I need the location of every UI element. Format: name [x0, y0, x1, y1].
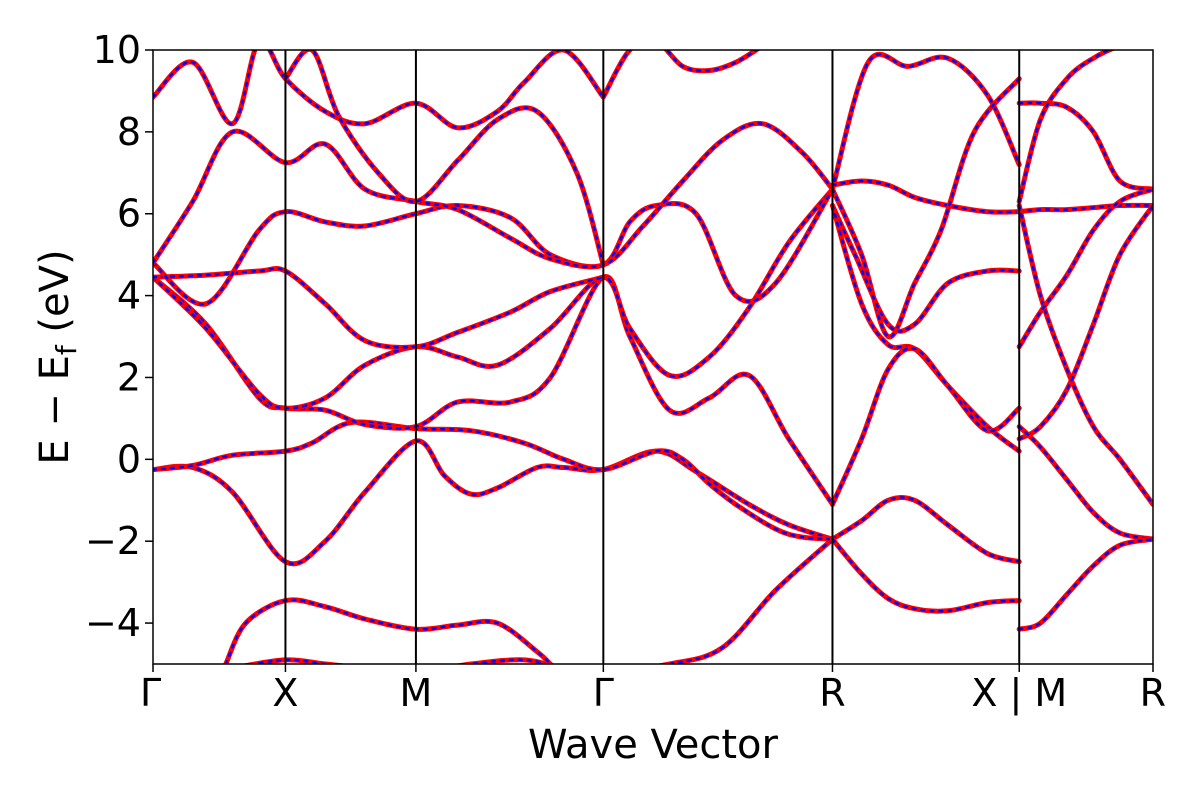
x-axis-ticks: Γ X M Γ R X | M R [140, 664, 1166, 716]
band-line-dashed-21 [1017, 204, 1153, 213]
band-line-dashed-1 [224, 598, 552, 664]
x-tick-label-5: X | M [971, 671, 1067, 716]
band-line-dashed-11 [602, 50, 759, 99]
band-line-dashed-7 [153, 187, 834, 306]
y-axis-label: E − Ef (eV) [32, 249, 83, 464]
band-line-dashed-12 [831, 53, 1021, 191]
band-line-dashed-25 [1017, 425, 1153, 541]
y-axis-label-subscript: f [50, 344, 83, 355]
band-line-dashed-16 [831, 204, 1021, 453]
x-tick-label-2: M [400, 671, 433, 715]
band-line-dashed-15 [831, 204, 1021, 333]
band-line-17 [830, 494, 1022, 565]
x-tick-label-4: R [819, 671, 845, 715]
band-line-dashed-5 [153, 187, 834, 410]
band-line-dashed-23 [1017, 187, 1153, 349]
band-line-dashed-19 [831, 347, 1021, 506]
y-axis-ticks: −4 −2 0 2 4 6 8 10 [85, 28, 153, 645]
band-line-dashed-26 [1017, 537, 1153, 631]
bands-layer [153, 50, 1153, 664]
high-symmetry-lines [284, 50, 1021, 664]
band-line-dashed-18 [831, 537, 1021, 613]
band-line-dashed-3 [153, 420, 834, 541]
band-line-dashed-6 [153, 267, 605, 349]
band-line-dashed-13 [831, 179, 1021, 214]
y-tick-label-7: 10 [93, 28, 141, 72]
band-line-dashed-22 [1017, 204, 1153, 506]
band-line-dashed-20 [1017, 101, 1153, 191]
y-axis-label-unit: (eV) [32, 249, 78, 345]
y-tick-label-6: 8 [117, 110, 141, 154]
y-tick-label-1: −2 [85, 519, 141, 563]
band-line-dashed-10 [284, 50, 605, 267]
band-line-dashed-24 [1017, 204, 1153, 441]
y-tick-label-0: −4 [85, 601, 141, 645]
y-tick-label-5: 6 [117, 192, 141, 236]
x-tick-label-6: R [1140, 671, 1166, 715]
band-line-dashed-14 [831, 77, 1021, 338]
x-tick-label-0: Γ [140, 671, 161, 715]
y-tick-label-4: 4 [117, 274, 141, 318]
y-axis-label-main: E − E [32, 355, 78, 465]
band-line-dashed-8 [153, 122, 834, 269]
y-tick-label-2: 0 [117, 437, 141, 481]
x-tick-label-1: X [272, 671, 298, 715]
plot-frame [152, 49, 1154, 665]
y-tick-label-3: 2 [117, 355, 141, 399]
band-line-dashed-9 [153, 50, 605, 130]
band-line-dashed-27 [1017, 50, 1113, 203]
x-tick-label-3: Γ [593, 671, 614, 715]
x-axis-label: Wave Vector [528, 722, 779, 768]
